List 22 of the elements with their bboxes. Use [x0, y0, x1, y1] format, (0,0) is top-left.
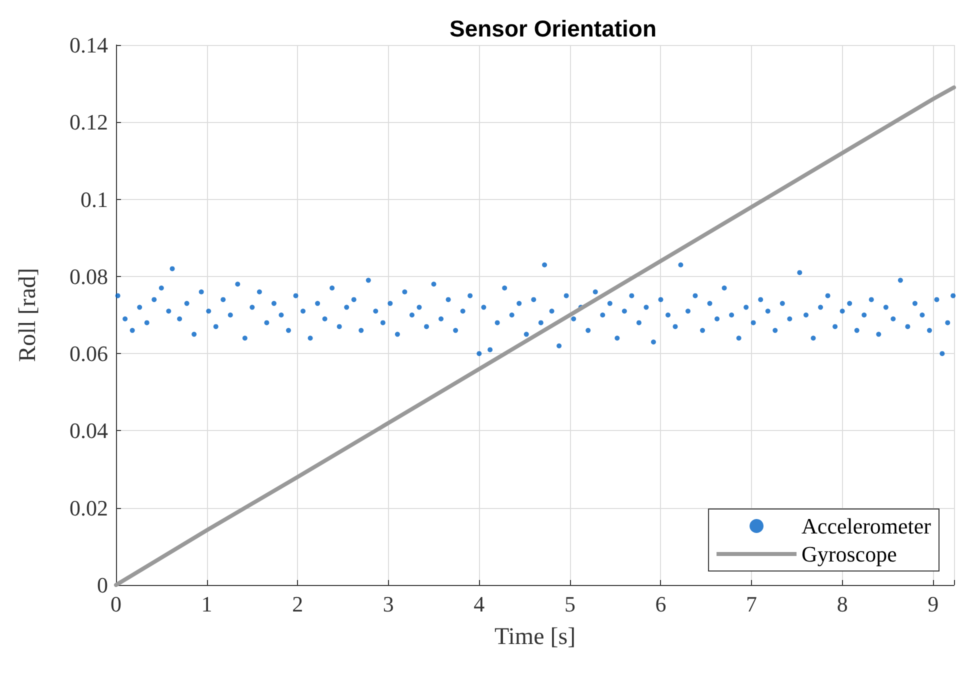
y-tick-label: 0.06: [70, 341, 108, 366]
y-tick-label: 0.14: [70, 32, 108, 58]
y-axis-title: Roll [rad]: [15, 268, 41, 362]
x-tick-label: 3: [382, 592, 394, 616]
x-tick-label: 8: [836, 592, 848, 616]
y-tick-label: 0.04: [70, 418, 108, 444]
x-axis-title: Time [s]: [494, 624, 576, 650]
x-tick-label: 6: [655, 592, 666, 616]
x-tick-label: 4: [474, 592, 485, 616]
y-tick-label: 0: [97, 572, 108, 598]
x-tick-label: 9: [928, 592, 939, 616]
x-tick-label: 7: [746, 592, 758, 616]
x-tick-label: 1: [201, 592, 212, 616]
y-tick-label: 0.1: [80, 186, 108, 212]
chart-title: Sensor Orientation: [449, 16, 657, 42]
x-tick-label: 5: [564, 592, 576, 616]
x-tick-label: 2: [292, 592, 304, 616]
y-tick-label: 0.02: [70, 495, 108, 520]
legend-label: Gyroscope: [802, 542, 897, 566]
legend-label: Accelerometer: [802, 514, 932, 538]
y-tick-label: 0.12: [70, 110, 108, 135]
y-tick-label: 0.08: [70, 264, 108, 289]
